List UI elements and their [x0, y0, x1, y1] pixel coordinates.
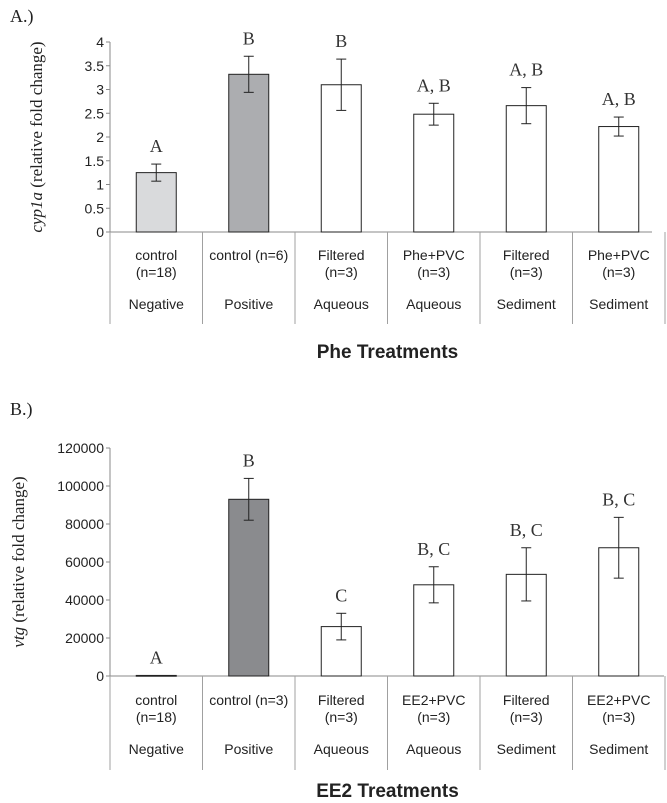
- significance-letter: A: [150, 647, 163, 667]
- y-tick-label: 2: [96, 129, 104, 145]
- x-group-label: Positive: [224, 296, 273, 312]
- x-group-label: Sediment: [497, 296, 556, 312]
- y-tick-label: 3: [96, 82, 104, 98]
- y-tick-label: 80000: [65, 516, 104, 532]
- x-group-label: Positive: [224, 741, 273, 757]
- significance-letter: B: [243, 28, 255, 48]
- x-tick-label: Phe+PVC: [403, 247, 465, 263]
- x-tick-label: Filtered: [503, 692, 550, 708]
- x-tick-label: EE2+PVC: [402, 692, 465, 708]
- x-tick-label-n: (n=18): [136, 264, 177, 280]
- y-tick-label: 120000: [57, 440, 104, 456]
- y-tick-label: 0: [96, 668, 104, 684]
- x-group-label: Sediment: [589, 296, 648, 312]
- y-tick-label: 1: [96, 177, 104, 193]
- y-tick-label: 2.5: [85, 105, 105, 121]
- x-tick-label: Filtered: [318, 247, 365, 263]
- x-tick-label: control: [135, 247, 177, 263]
- x-group-label: Aqueous: [406, 741, 461, 757]
- panel-label: B.): [10, 399, 33, 420]
- x-tick-label-n: (n=3): [417, 264, 450, 280]
- chart-panel-b: B.) 0 20000 40000 60000 80000 100000 120000 vtg …: [9, 399, 666, 802]
- x-tick-label-n: (n=3): [602, 709, 635, 725]
- significance-letter: B: [243, 450, 255, 470]
- y-axis-label: cyp1a (relative fold change): [27, 41, 46, 232]
- panel-label: A.): [10, 6, 34, 27]
- x-tick-label-n: (n=18): [136, 709, 177, 725]
- x-tick-label-n: (n=3): [602, 264, 635, 280]
- x-axis-title: Phe Treatments: [317, 342, 459, 363]
- y-tick-label: 100000: [57, 478, 104, 494]
- x-tick-label: Filtered: [503, 247, 550, 263]
- x-tick-label: EE2+PVC: [587, 692, 650, 708]
- y-axis-label-gene: vtg: [9, 627, 28, 648]
- significance-letter: B, C: [417, 539, 450, 559]
- y-axis-label-unit: (relative fold change): [27, 41, 46, 192]
- y-axis-label-unit: (relative fold change): [9, 476, 28, 627]
- x-group-label: Sediment: [497, 741, 556, 757]
- x-axis-title: EE2 Treatments: [316, 781, 459, 802]
- y-axis-label-gene: cyp1a: [27, 192, 46, 233]
- x-group-label: Aqueous: [314, 741, 369, 757]
- x-group-label: Negative: [129, 296, 184, 312]
- significance-letter: B: [335, 31, 347, 51]
- bar: [598, 126, 640, 233]
- x-tick-label: Phe+PVC: [588, 247, 650, 263]
- x-tick-label: control (n=3): [209, 692, 288, 708]
- x-tick-label-n: (n=3): [325, 709, 358, 725]
- x-group-label: Aqueous: [314, 296, 369, 312]
- bar: [413, 113, 455, 233]
- significance-letter: C: [335, 585, 347, 605]
- x-group-label: Negative: [129, 741, 184, 757]
- y-tick-label: 3.5: [85, 58, 105, 74]
- y-tick-label: 1.5: [85, 153, 105, 169]
- bar: [135, 674, 177, 677]
- significance-letter: A, B: [417, 75, 451, 95]
- x-tick-label: control: [135, 692, 177, 708]
- significance-letter: B, C: [510, 520, 543, 540]
- y-tick-label: 20000: [65, 630, 104, 646]
- y-tick-label: 0: [96, 224, 104, 240]
- significance-letter: B, C: [602, 489, 635, 509]
- bar: [228, 498, 270, 677]
- y-tick-label: 60000: [65, 554, 104, 570]
- x-group-label: Aqueous: [406, 296, 461, 312]
- x-tick-label-n: (n=3): [510, 709, 543, 725]
- chart-panel-a: A.) 0 0.5 1 1.5 2 2.5 3 3.5 4 cyp1a (relative fold…: [10, 6, 666, 363]
- x-tick-label-n: (n=3): [510, 264, 543, 280]
- y-tick-label: 0.5: [85, 200, 105, 216]
- x-tick-label-n: (n=3): [325, 264, 358, 280]
- y-tick-label: 40000: [65, 592, 104, 608]
- bar: [505, 105, 547, 233]
- significance-letter: A, B: [602, 89, 636, 109]
- significance-letter: A: [150, 136, 163, 156]
- x-tick-label: Filtered: [318, 692, 365, 708]
- x-tick-label: control (n=6): [209, 247, 288, 263]
- x-tick-label-n: (n=3): [417, 709, 450, 725]
- y-axis-label: vtg (relative fold change): [9, 476, 28, 647]
- y-tick-label: 4: [96, 34, 104, 50]
- bar: [228, 73, 270, 233]
- x-group-label: Sediment: [589, 741, 648, 757]
- significance-letter: A, B: [509, 60, 543, 80]
